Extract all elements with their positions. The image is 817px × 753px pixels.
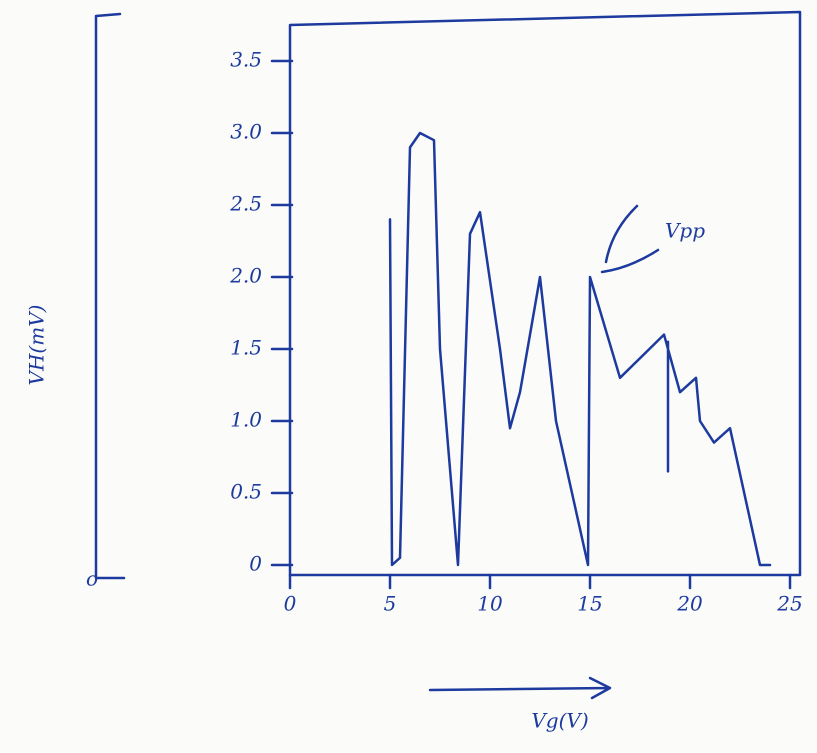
annotation-arrow	[602, 206, 658, 272]
frame-zero: o	[86, 567, 98, 591]
annotation: Vpp	[665, 219, 705, 243]
y-tick-label: 0.5	[230, 480, 262, 504]
y-tick-label: 1.5	[230, 336, 262, 360]
x-tick-label: 5	[384, 592, 397, 616]
y-tick-label: 2.5	[229, 192, 262, 216]
x-tick-label: 20	[676, 592, 703, 616]
x-axis-label: Vg(V)	[531, 709, 588, 733]
y-tick-label: 0	[249, 552, 262, 576]
x-tick-label: 10	[477, 592, 503, 616]
y-tick-label: 2.0	[229, 264, 262, 288]
plot-box	[290, 12, 800, 575]
data-line	[390, 133, 770, 565]
chart: o Vg(V) VH(mV) Vpp 0 0.5 1.0 1.5 2.0 2.5 3.0 3.…	[0, 0, 817, 753]
frame-line	[96, 14, 124, 578]
y-tick-label: 3.0	[230, 120, 262, 144]
y-tick-label: 1.0	[230, 408, 262, 432]
x-arrow	[430, 678, 610, 698]
y-tick-label: 3.5	[230, 48, 262, 72]
x-tick-label: 0	[284, 592, 297, 616]
x-tick-label: 15	[577, 592, 602, 616]
y-axis-label: VH(mV)	[25, 305, 49, 386]
x-tick-label: 25	[776, 592, 802, 616]
